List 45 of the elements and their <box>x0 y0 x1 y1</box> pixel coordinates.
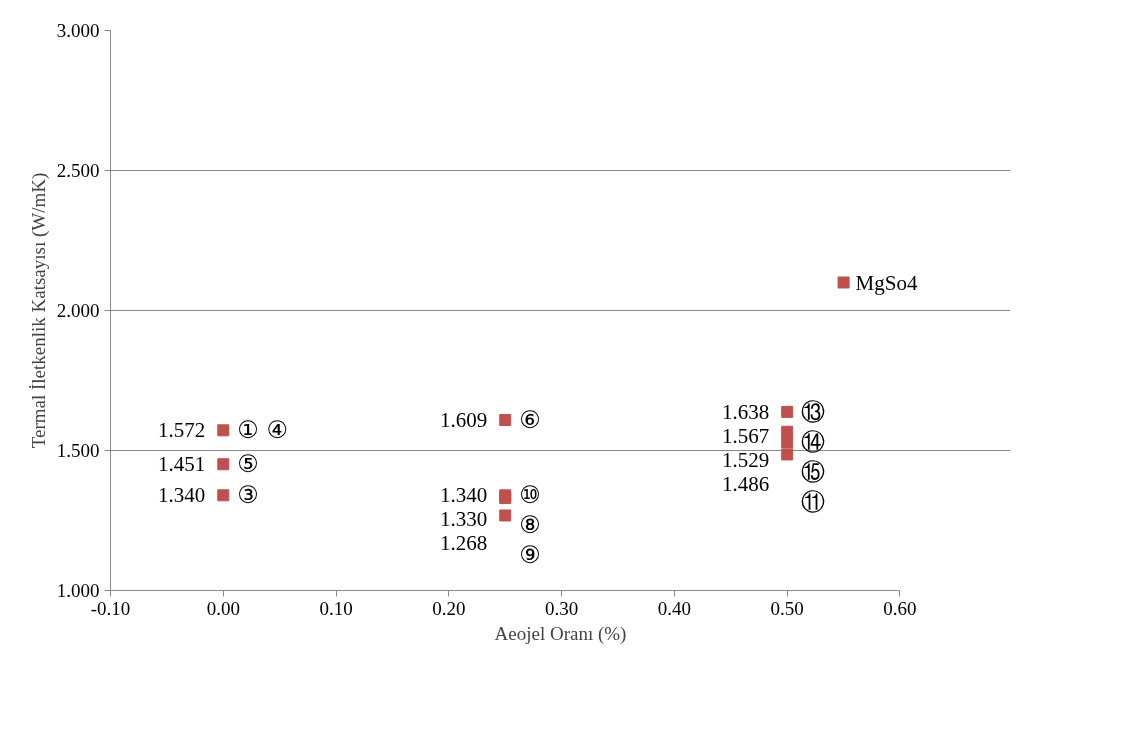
point <box>217 424 230 437</box>
x-axis-title: Aeojel Oranı (%) <box>494 622 627 645</box>
data-label: 1.567 <box>721 423 770 448</box>
point <box>837 276 850 289</box>
annotation: ① ④ <box>237 416 288 445</box>
point <box>499 509 512 522</box>
annotation: ⑩ <box>519 481 541 510</box>
point <box>781 436 794 449</box>
data-label: 1.638 <box>721 399 770 424</box>
y-tick-label: 2.500 <box>56 160 100 181</box>
series-label: MgSo4 <box>855 270 918 295</box>
data-label: 1.572 <box>158 418 206 443</box>
x-tick-label: 0.00 <box>206 597 240 619</box>
x-tick-label: 0.20 <box>432 597 466 619</box>
x-tick-label: 0.30 <box>545 597 579 619</box>
x-tick-label: 0.10 <box>319 597 353 619</box>
annotation: ⑬ <box>801 397 826 426</box>
x-tick-label: 0.40 <box>657 597 692 619</box>
data-label: 1.340 <box>439 483 488 508</box>
data-label: 1.529 <box>721 447 770 472</box>
annotation: ⑪ <box>801 487 826 516</box>
data-label: 1.609 <box>439 407 488 432</box>
x-tick-label: 0.50 <box>770 597 804 619</box>
data-label: 1.330 <box>439 507 488 532</box>
annotation: ⑥ <box>519 405 541 434</box>
data-label: 1.451 <box>158 452 206 477</box>
point <box>499 413 512 426</box>
data-label: 1.486 <box>721 471 770 496</box>
annotation: ⑨ <box>519 541 541 570</box>
annotation: ⑭ <box>801 427 826 456</box>
point <box>781 448 794 461</box>
annotation: ⑤ <box>237 450 259 479</box>
annotation: ⑧ <box>519 511 541 540</box>
point <box>781 405 794 418</box>
y-axis-title: Termal İletkenlik Katsayısı (W/mK) <box>27 172 50 449</box>
y-tick-label: 3.000 <box>56 20 100 41</box>
y-tick-label: 2.000 <box>56 300 100 321</box>
data-label: 1.340 <box>158 483 206 508</box>
point <box>217 458 230 471</box>
annotation: ③ <box>237 481 259 510</box>
data-label: 1.268 <box>439 531 488 556</box>
point <box>217 489 230 502</box>
x-tick-label: 0.60 <box>883 597 917 619</box>
y-tick-label: 1.500 <box>56 440 100 461</box>
annotation: ⑮ <box>801 457 826 486</box>
